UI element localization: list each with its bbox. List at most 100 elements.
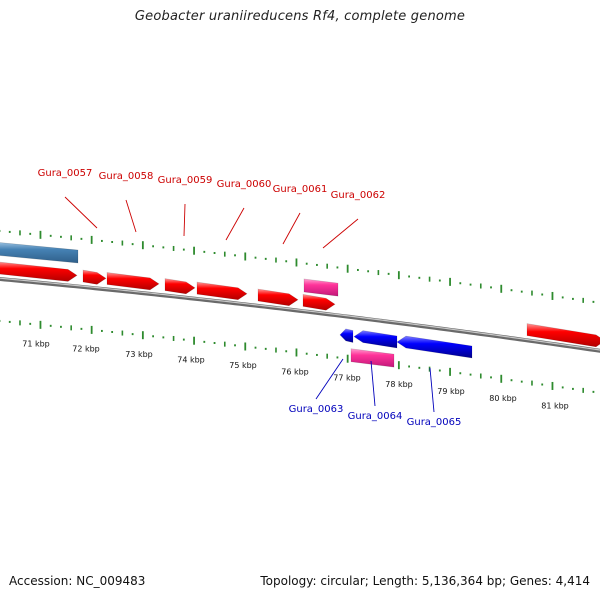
minor-tick (510, 289, 513, 292)
minor-tick (541, 383, 544, 386)
minor-tick (162, 336, 165, 339)
forward-gene-arrow[interactable] (302, 293, 336, 311)
forward-gene-arrow[interactable] (257, 288, 299, 307)
minor-tick (561, 296, 564, 299)
genome-backbone (0, 276, 600, 353)
forward-gene-label[interactable]: Gura_0062 (331, 190, 386, 201)
minor-tick (408, 365, 410, 368)
minor-tick (408, 275, 410, 278)
forward-gene-label[interactable]: Gura_0058 (99, 171, 154, 182)
minor-tick (203, 340, 206, 343)
minor-tick (172, 335, 175, 341)
minor-tick (8, 230, 11, 233)
minor-tick (377, 270, 380, 276)
reverse-gene-arrow[interactable] (353, 330, 398, 349)
forward-gene-arrow[interactable] (196, 281, 248, 301)
major-tick (244, 252, 247, 261)
major-tick (397, 271, 400, 280)
major-tick (346, 264, 349, 273)
minor-tick (60, 325, 62, 328)
rna-feature-block[interactable] (303, 278, 339, 297)
reverse-gene-arrow[interactable] (339, 328, 354, 343)
forward-gene-label[interactable]: Gura_0059 (158, 175, 213, 186)
major-tick (551, 381, 554, 390)
minor-tick (49, 324, 52, 327)
minor-tick (234, 254, 236, 257)
minor-tick (316, 353, 318, 356)
major-tick (193, 246, 195, 255)
forward-gene-label[interactable]: Gura_0061 (273, 184, 328, 195)
kbp-label: 71 kbp (22, 339, 50, 348)
minor-tick (531, 380, 533, 386)
minor-tick (479, 283, 482, 289)
minor-tick (510, 379, 513, 382)
minor-tick (592, 390, 595, 393)
forward-gene-arrow[interactable] (0, 261, 78, 282)
steel-feature-block[interactable] (0, 242, 79, 264)
label-leader-line (370, 360, 376, 407)
minor-tick (305, 262, 308, 265)
forward-gene-label[interactable]: Gura_0060 (217, 179, 272, 190)
minor-tick (479, 373, 482, 379)
major-tick (141, 331, 144, 340)
label-leader-line (225, 207, 245, 241)
minor-tick (264, 257, 267, 260)
minor-tick (285, 260, 288, 263)
minor-tick (572, 297, 574, 300)
kbp-label: 80 kbp (489, 394, 517, 403)
forward-gene-arrow[interactable] (526, 323, 600, 348)
minor-tick (520, 380, 523, 383)
minor-tick (70, 325, 72, 331)
reverse-gene-label[interactable]: Gura_0065 (407, 417, 462, 428)
minor-tick (223, 251, 226, 257)
rna-feature-block[interactable] (350, 348, 395, 368)
minor-tick (582, 297, 584, 303)
minor-tick (531, 290, 533, 296)
genome-summary: Topology: circular; Length: 5,136,364 bp… (260, 574, 590, 588)
minor-tick (19, 320, 21, 326)
label-leader-line (315, 358, 344, 400)
major-tick (551, 291, 554, 300)
minor-tick (8, 320, 11, 323)
minor-tick (592, 300, 595, 303)
forward-gene-arrow[interactable] (106, 272, 160, 291)
minor-tick (520, 290, 523, 293)
kbp-label: 81 kbp (541, 401, 569, 410)
major-tick (346, 354, 349, 363)
minor-tick (305, 352, 308, 355)
minor-tick (264, 347, 267, 350)
accession-label: Accession: NC_009483 (9, 574, 146, 588)
minor-tick (172, 245, 175, 251)
kbp-label: 73 kbp (125, 350, 153, 359)
kbp-label: 72 kbp (72, 344, 100, 353)
major-tick (449, 367, 451, 376)
major-tick (244, 342, 247, 351)
reverse-gene-label[interactable]: Gura_0063 (289, 404, 344, 415)
label-leader-line (282, 212, 301, 245)
minor-tick (275, 347, 277, 353)
reverse-gene-arrow[interactable] (396, 335, 473, 359)
major-tick (90, 325, 93, 334)
minor-tick (213, 252, 216, 254)
minor-tick (121, 330, 124, 336)
minor-tick (367, 270, 370, 273)
minor-tick (182, 248, 185, 251)
minor-tick (469, 283, 472, 286)
reverse-gene-label[interactable]: Gura_0064 (348, 411, 403, 422)
kbp-label: 74 kbp (177, 355, 205, 364)
kbp-label: 76 kbp (281, 367, 309, 376)
forward-gene-arrow[interactable] (82, 269, 107, 285)
kbp-label: 77 kbp (333, 374, 361, 383)
minor-tick (152, 335, 154, 338)
major-tick (141, 241, 144, 250)
minor-tick (152, 245, 154, 248)
minor-tick (162, 246, 165, 249)
minor-tick (357, 268, 359, 271)
minor-tick (223, 341, 226, 347)
minor-tick (49, 234, 52, 237)
minor-tick (572, 387, 574, 390)
minor-tick (326, 263, 328, 269)
forward-gene-label[interactable]: Gura_0057 (38, 168, 93, 179)
forward-gene-arrow[interactable] (164, 278, 196, 295)
